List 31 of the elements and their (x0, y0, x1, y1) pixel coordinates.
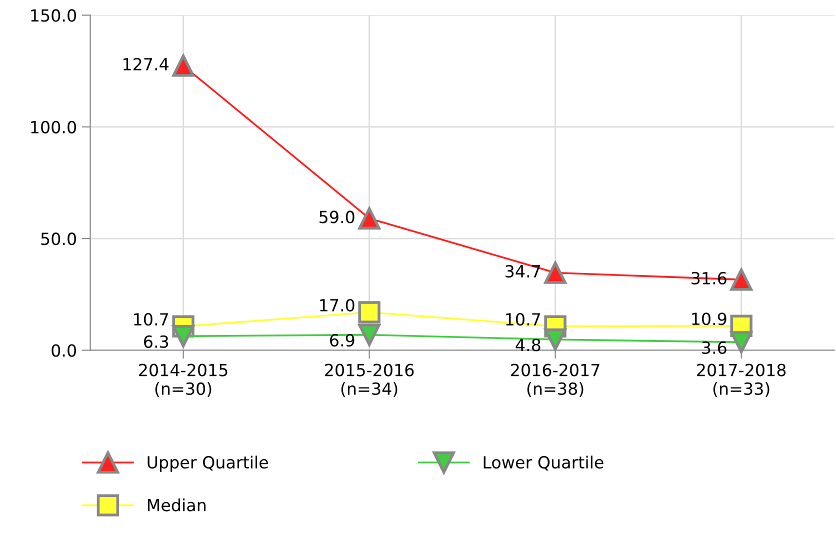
data-label: 3.6 (702, 341, 726, 354)
point (172, 54, 194, 77)
legend-label: Lower Quartile (484, 456, 604, 471)
y-tick-label: 150.0 (31, 9, 76, 22)
data-label: 10.9 (692, 312, 726, 326)
legend-label: Upper Quartile (148, 456, 268, 472)
point (730, 268, 752, 291)
x-tick-label: 2017-2018 (n=33) (697, 364, 786, 397)
y-tick-label: 50.0 (41, 232, 76, 246)
point (730, 331, 752, 354)
point (544, 262, 566, 284)
x-tick-label: 2016-2017 (n=38) (511, 364, 600, 397)
data-label: 10.7 (134, 313, 168, 326)
point (172, 325, 194, 348)
data-label: 17.0 (320, 298, 354, 312)
y-tick-label: 100.0 (31, 120, 76, 134)
point (358, 301, 380, 324)
data-label: 59.0 (320, 210, 354, 224)
point (358, 207, 380, 230)
point (358, 324, 380, 346)
x-tick-label: 2015-2016 (n=34) (325, 364, 414, 397)
y-tick-label: 0.0 (52, 344, 76, 357)
data-label: 34.7 (506, 264, 540, 278)
data-label: 10.7 (506, 313, 540, 326)
legend-label: Median (148, 498, 206, 512)
data-label: 127.4 (124, 58, 168, 70)
data-label: 6.9 (330, 334, 354, 347)
point (544, 328, 566, 351)
data-label: 6.3 (144, 335, 168, 348)
data-label: 4.8 (516, 338, 540, 352)
x-tick-label: 2014-2015 (n=30) (139, 364, 228, 397)
